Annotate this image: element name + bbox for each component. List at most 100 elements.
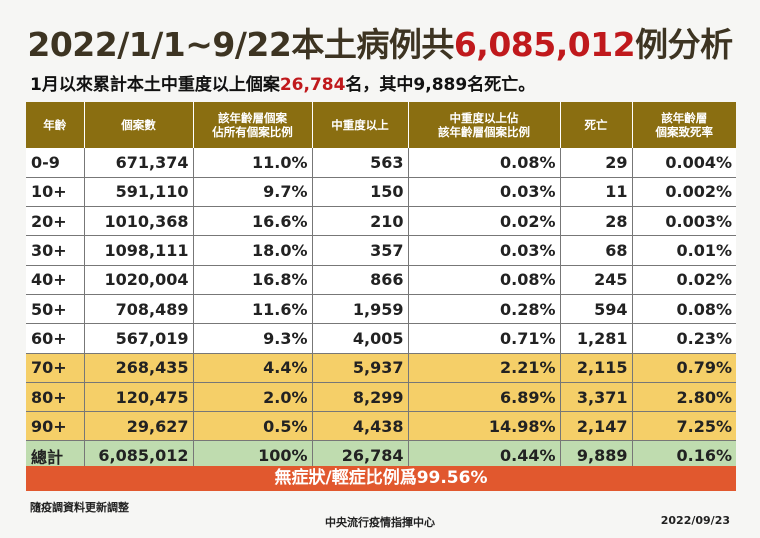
deaths-cell: 11 [560, 177, 633, 208]
table-header-row: 年齡 個案數 該年齡層個案 佔所有個案比例 中重度以上 中重度以上佔 該年齡層個… [26, 102, 736, 148]
age-cell: 40+ [26, 265, 85, 295]
case-share-cell: 2.0% [193, 382, 313, 413]
age-cell: 20+ [26, 206, 85, 237]
severe-ratio-cell: 0.03% [408, 177, 561, 208]
header-deaths: 死亡 [560, 102, 633, 148]
cases-cell: 708,489 [84, 294, 194, 325]
cases-cell: 1010,368 [84, 206, 194, 237]
deaths-cell: 1,281 [560, 323, 633, 354]
age-cell: 70+ [26, 353, 85, 383]
age-cell: 80+ [26, 382, 85, 413]
cases-cell: 1098,111 [84, 235, 194, 266]
fatality-rate-cell: 0.002% [632, 177, 736, 208]
age-cell: 90+ [26, 411, 85, 442]
table-row: 60+ 567,019 9.3% 4,005 0.71% 1,281 0.23% [26, 323, 736, 354]
case-share-cell: 16.8% [193, 265, 313, 295]
table-row: 80+ 120,475 2.0% 8,299 6.89% 3,371 2.80% [26, 382, 736, 413]
fatality-rate-cell: 2.80% [632, 382, 736, 413]
page-subtitle: 1月以來累計本土中重度以上個案26,784名，其中9,889名死亡。 [30, 70, 535, 95]
age-cell: 10+ [26, 177, 85, 208]
severe-cell: 150 [312, 177, 409, 208]
severe-ratio-cell: 0.03% [408, 235, 561, 266]
title-suffix: 例分析 [635, 25, 733, 64]
severe-cell: 4,005 [312, 323, 409, 354]
severe-cell: 5,937 [312, 353, 409, 383]
fatality-rate-cell: 0.003% [632, 206, 736, 237]
fatality-rate-cell: 0.79% [632, 353, 736, 383]
severe-ratio-cell: 6.89% [408, 382, 561, 413]
cases-cell: 29,627 [84, 411, 194, 442]
severe-cell: 8,299 [312, 382, 409, 413]
severe-ratio-cell: 0.08% [408, 148, 561, 178]
fatality-rate-cell: 7.25% [632, 411, 736, 442]
deaths-cell: 28 [560, 206, 633, 237]
header-severe-ratio: 中重度以上佔 該年齡層個案比例 [408, 102, 561, 148]
severe-cell: 210 [312, 206, 409, 237]
age-cell: 50+ [26, 294, 85, 325]
fatality-rate-cell: 0.08% [632, 294, 736, 325]
cases-cell: 268,435 [84, 353, 194, 383]
header-cases: 個案數 [84, 102, 194, 148]
deaths-cell: 9,889 [560, 440, 633, 471]
deaths-cell: 2,147 [560, 411, 633, 442]
deaths-cell: 2,115 [560, 353, 633, 383]
case-share-cell: 9.7% [193, 177, 313, 208]
table-row: 90+ 29,627 0.5% 4,438 14.98% 2,147 7.25% [26, 411, 736, 442]
case-share-cell: 9.3% [193, 323, 313, 354]
cases-cell: 671,374 [84, 148, 194, 178]
table-row: 70+ 268,435 4.4% 5,937 2.21% 2,115 0.79% [26, 353, 736, 383]
title-prefix: 2022/1/1~9/22本土病例共 [27, 25, 454, 64]
asymptomatic-ratio-banner: 無症狀/輕症比例爲99.56% [26, 466, 736, 491]
footer-note: 隨疫調資料更新調整 [30, 501, 129, 514]
table-row: 50+ 708,489 11.6% 1,959 0.28% 594 0.08% [26, 294, 736, 325]
age-analysis-table: 年齡 個案數 該年齡層個案 佔所有個案比例 中重度以上 中重度以上佔 該年齡層個… [26, 102, 736, 471]
case-share-cell: 100% [193, 440, 313, 471]
case-share-cell: 0.5% [193, 411, 313, 442]
severe-ratio-cell: 2.21% [408, 353, 561, 383]
severe-cell: 4,438 [312, 411, 409, 442]
age-cell: 總計 [26, 440, 85, 471]
cases-cell: 591,110 [84, 177, 194, 208]
footer-source: 中央流行疫情指揮中心 [325, 516, 435, 529]
fatality-rate-cell: 0.02% [632, 265, 736, 295]
cases-cell: 6,085,012 [84, 440, 194, 471]
severe-cell: 563 [312, 148, 409, 178]
age-cell: 60+ [26, 323, 85, 354]
header-fatality-rate: 該年齡層 個案致死率 [632, 102, 736, 148]
case-share-cell: 4.4% [193, 353, 313, 383]
cases-cell: 120,475 [84, 382, 194, 413]
header-age: 年齡 [26, 102, 85, 148]
table-row: 10+ 591,110 9.7% 150 0.03% 11 0.002% [26, 177, 736, 208]
severe-cell: 357 [312, 235, 409, 266]
table-row: 20+ 1010,368 16.6% 210 0.02% 28 0.003% [26, 206, 736, 237]
age-cell: 0-9 [26, 148, 85, 178]
title-total-cases: 6,085,012 [453, 25, 636, 64]
severe-ratio-cell: 0.28% [408, 294, 561, 325]
severe-ratio-cell: 0.02% [408, 206, 561, 237]
severe-ratio-cell: 0.71% [408, 323, 561, 354]
severe-ratio-cell: 0.44% [408, 440, 561, 471]
table-total-row: 總計 6,085,012 100% 26,784 0.44% 9,889 0.16% [26, 440, 736, 471]
header-case-share: 該年齡層個案 佔所有個案比例 [193, 102, 313, 148]
deaths-cell: 245 [560, 265, 633, 295]
age-cell: 30+ [26, 235, 85, 266]
fatality-rate-cell: 0.23% [632, 323, 736, 354]
deaths-cell: 29 [560, 148, 633, 178]
table-row: 0-9 671,374 11.0% 563 0.08% 29 0.004% [26, 148, 736, 178]
header-severe: 中重度以上 [312, 102, 409, 148]
cases-cell: 1020,004 [84, 265, 194, 295]
table-row: 40+ 1020,004 16.8% 866 0.08% 245 0.02% [26, 265, 736, 295]
severe-ratio-cell: 0.08% [408, 265, 561, 295]
severe-cell: 1,959 [312, 294, 409, 325]
deaths-cell: 68 [560, 235, 633, 266]
subtitle-suffix: 名，其中9,889名死亡。 [345, 75, 536, 95]
fatality-rate-cell: 0.16% [632, 440, 736, 471]
case-share-cell: 18.0% [193, 235, 313, 266]
subtitle-severe-count: 26,784 [279, 75, 346, 95]
case-share-cell: 11.6% [193, 294, 313, 325]
fatality-rate-cell: 0.004% [632, 148, 736, 178]
deaths-cell: 594 [560, 294, 633, 325]
deaths-cell: 3,371 [560, 382, 633, 413]
footer-date: 2022/09/23 [660, 514, 730, 527]
page-title: 2022/1/1~9/22本土病例共6,085,012例分析 [0, 18, 760, 66]
